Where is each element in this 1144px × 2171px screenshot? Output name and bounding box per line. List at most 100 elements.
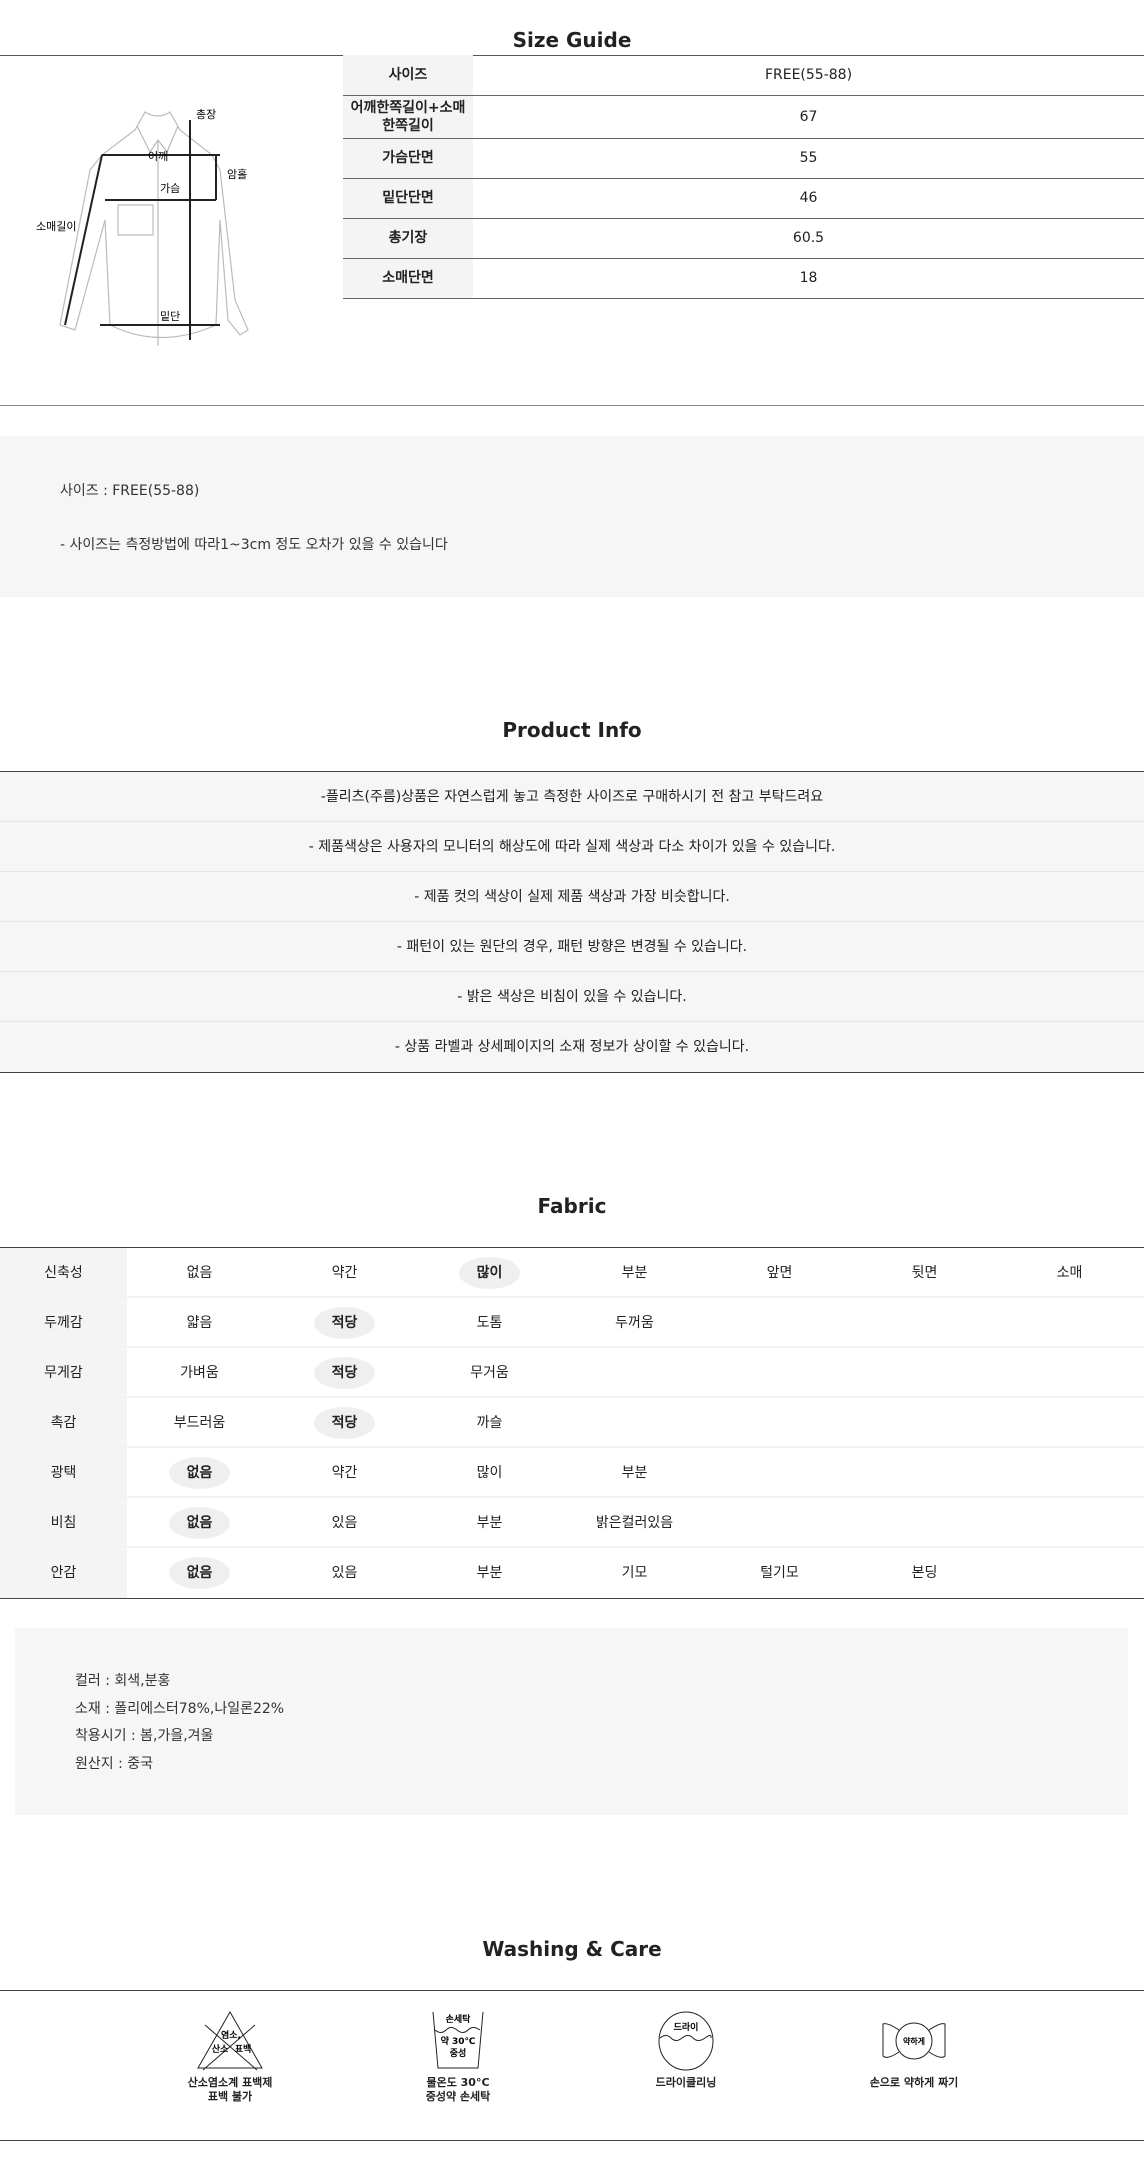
- fabric-title: Fabric: [537, 1194, 607, 1218]
- fabric-option: 약간: [331, 1465, 358, 1481]
- gentle-wring-icon: 약하게: [882, 2022, 946, 2060]
- fabric-option-selected: 없음: [127, 1498, 272, 1546]
- info-row: - 상품 라벨과 상세페이지의 소재 정보가 상이할 수 있습니다.: [0, 1022, 1144, 1072]
- divider: [0, 405, 1144, 406]
- fabric-label: 촉감: [0, 1398, 127, 1446]
- fabric-option: 본딩: [911, 1565, 938, 1581]
- size-row: 밑단단면 46: [343, 178, 1144, 219]
- product-info-table: -플리츠(주름)상품은 자연스럽게 놓고 측정한 사이즈로 구매하시기 전 참고…: [0, 771, 1144, 1073]
- fabric-specs-box: 컬러 : 회색,분홍 소재 : 폴리에스터78%,나일론22% 착용시기 : 봄…: [15, 1628, 1128, 1815]
- diagram-label-sleeve: 소매길이: [36, 220, 76, 233]
- size-label: 밑단단면: [343, 178, 473, 219]
- care-item-hand-wash: 손세탁 약 30℃ 중성 물온도 30°C 중성약 손세탁: [358, 2010, 558, 2104]
- care-item-dry-clean: 드라이 드라이클리닝: [586, 2010, 786, 2090]
- fabric-option: 없음: [186, 1265, 213, 1281]
- spec-material: 소재 : 폴리에스터78%,나일론22%: [75, 1700, 285, 1717]
- svg-text:산소: 산소: [212, 2043, 229, 2055]
- info-row: -플리츠(주름)상품은 자연스럽게 놓고 측정한 사이즈로 구매하시기 전 참고…: [0, 772, 1144, 822]
- info-row: - 제품색상은 사용자의 모니터의 해상도에 따라 실제 색상과 다소 차이가 …: [0, 822, 1144, 872]
- divider: [0, 2140, 1144, 2141]
- care-label: 물온도 30°C: [426, 2076, 490, 2089]
- fabric-option: 부분: [621, 1265, 648, 1281]
- fabric-label: 비침: [0, 1498, 127, 1546]
- fabric-table: 신축성 없음 약간 많이 부분 앞면 뒷면 소매 두께감 얇음 적당 도톰 두꺼움 무게감 가벼움 적당 무거움…: [0, 1247, 1144, 1599]
- size-row: 가슴단면 55: [343, 138, 1144, 179]
- svg-text:손세탁: 손세탁: [446, 2013, 472, 2025]
- size-label: 총기장: [343, 218, 473, 259]
- size-row: 어깨한쪽길이+소매한쪽길이 67: [343, 95, 1144, 139]
- diagram-label-length: 총장: [196, 108, 216, 121]
- info-row: - 밝은 색상은 비침이 있을 수 있습니다.: [0, 972, 1144, 1022]
- size-value: 67: [473, 95, 1144, 139]
- size-note: 사이즈 : FREE(55-88): [60, 483, 200, 499]
- fabric-option-selected: 없음: [127, 1548, 272, 1598]
- fabric-option: 까슬: [476, 1415, 503, 1431]
- fabric-option-selected: 적당: [272, 1298, 417, 1346]
- svg-text:약하게: 약하게: [903, 2036, 925, 2046]
- fabric-label: 안감: [0, 1548, 127, 1598]
- fabric-option: 많이: [476, 1465, 503, 1481]
- size-table: 사이즈 FREE(55-88) 어깨한쪽길이+소매한쪽길이 67 가슴단면 55 밑단단면 4…: [343, 55, 1144, 299]
- fabric-option: 부분: [621, 1465, 648, 1481]
- fabric-row: 광택 없음 약간 많이 부분: [0, 1448, 1144, 1498]
- fabric-option: 부분: [476, 1515, 503, 1531]
- product-info-title: Product Info: [502, 718, 642, 742]
- fabric-option: 있음: [331, 1515, 358, 1531]
- care-label: 표백 불가: [207, 2090, 253, 2103]
- size-row: 소매단면 18: [343, 258, 1144, 299]
- fabric-label: 신축성: [0, 1248, 127, 1296]
- size-value: 55: [473, 138, 1144, 179]
- size-value: FREE(55-88): [473, 55, 1144, 96]
- fabric-option-selected: 적당: [272, 1348, 417, 1396]
- care-label: 산소염소계 표백제: [187, 2076, 273, 2089]
- fabric-option: 앞면: [766, 1265, 793, 1281]
- care-label: 드라이클리닝: [655, 2076, 717, 2089]
- size-label: 사이즈: [343, 55, 473, 96]
- fabric-row: 안감 없음 있음 부분 기모 털기모 본딩: [0, 1548, 1144, 1598]
- size-value: 18: [473, 258, 1144, 299]
- fabric-option-selected: 없음: [127, 1448, 272, 1496]
- svg-text:드라이: 드라이: [674, 2021, 699, 2033]
- fabric-option: 밝은컬러있음: [595, 1515, 674, 1531]
- divider: [0, 1990, 1144, 1991]
- size-label: 소매단면: [343, 258, 473, 299]
- size-label: 가슴단면: [343, 138, 473, 179]
- fabric-option: 소매: [1056, 1265, 1083, 1281]
- fabric-option: 두꺼움: [615, 1315, 654, 1331]
- fabric-option: 무거움: [470, 1365, 509, 1381]
- size-label: 어깨한쪽길이+소매한쪽길이: [343, 95, 473, 139]
- fabric-label: 광택: [0, 1448, 127, 1496]
- fabric-row: 신축성 없음 약간 많이 부분 앞면 뒷면 소매: [0, 1248, 1144, 1298]
- svg-text:염소,: 염소,: [221, 2029, 241, 2041]
- size-value: 60.5: [473, 218, 1144, 259]
- svg-text:표백: 표백: [235, 2043, 252, 2055]
- fabric-label: 무게감: [0, 1348, 127, 1396]
- fabric-option: 털기모: [760, 1565, 799, 1581]
- size-guide-title: Size Guide: [512, 28, 632, 52]
- info-row: - 제품 컷의 색상이 실제 제품 색상과 가장 비슷합니다.: [0, 872, 1144, 922]
- svg-text:중성: 중성: [450, 2047, 467, 2059]
- fabric-label: 두께감: [0, 1298, 127, 1346]
- fabric-option: 뒷면: [911, 1265, 938, 1281]
- size-row: 사이즈 FREE(55-88): [343, 55, 1144, 96]
- dry-clean-icon: 드라이: [658, 2011, 714, 2071]
- size-notes-box: [0, 436, 1144, 597]
- fabric-option: 기모: [621, 1565, 648, 1581]
- fabric-row: 두께감 얇음 적당 도톰 두꺼움: [0, 1298, 1144, 1348]
- care-item-no-bleach: 염소, 산소 표백 산소염소계 표백제 표백 불가: [130, 2010, 330, 2104]
- spec-origin: 원산지 : 중국: [75, 1755, 154, 1772]
- care-item-gentle-wring: 약하게 손으로 약하게 짜기: [814, 2010, 1014, 2090]
- care-label: 중성약 손세탁: [425, 2090, 491, 2103]
- size-note: - 사이즈는 측정방법에 따라1~3cm 정도 오차가 있을 수 있습니다: [60, 537, 448, 553]
- fabric-row: 무게감 가벼움 적당 무거움: [0, 1348, 1144, 1398]
- info-row: - 패턴이 있는 원단의 경우, 패턴 방향은 변경될 수 있습니다.: [0, 922, 1144, 972]
- fabric-option: 있음: [331, 1565, 358, 1581]
- spec-color: 컬러 : 회색,분홍: [75, 1673, 171, 1689]
- care-label: 손으로 약하게 짜기: [869, 2076, 959, 2089]
- fabric-option: 부드러움: [173, 1415, 226, 1431]
- spec-season: 착용시기 : 봄,가을,겨울: [75, 1728, 214, 1744]
- fabric-option-selected: 많이: [417, 1248, 562, 1296]
- diagram-label-hem: 밑단: [160, 310, 180, 323]
- washing-title: Washing & Care: [482, 1937, 662, 1961]
